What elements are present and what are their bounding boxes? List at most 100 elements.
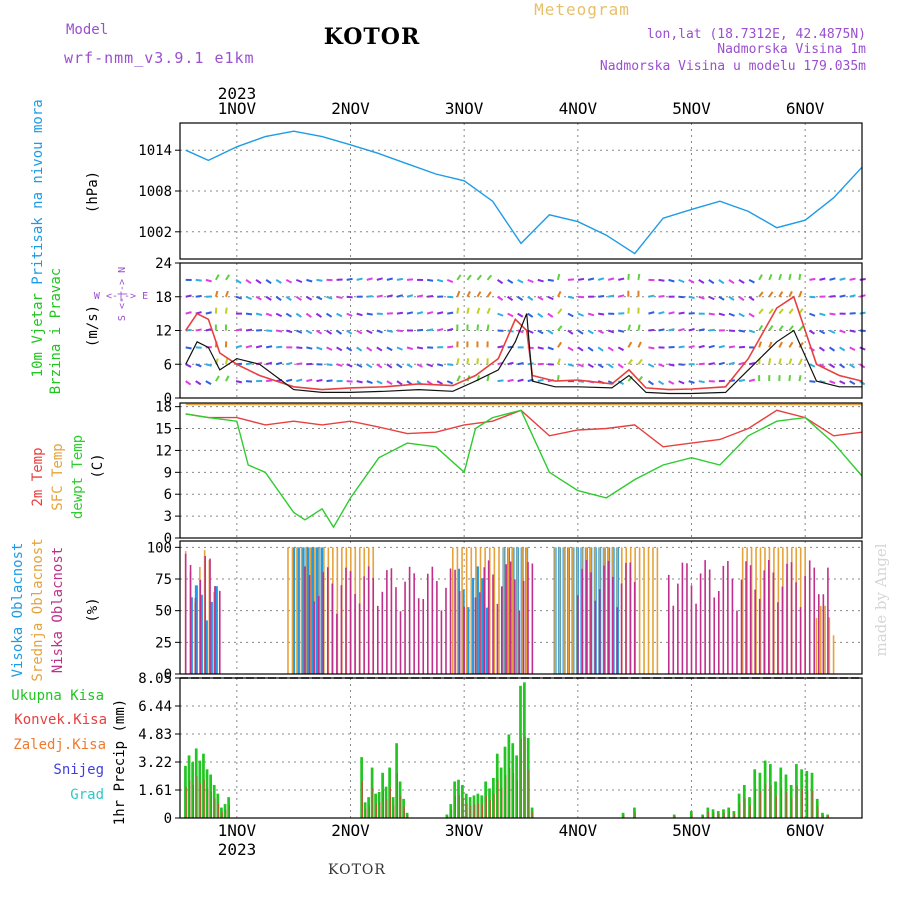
wind-arrow bbox=[798, 341, 804, 348]
wind-arrow bbox=[597, 346, 604, 352]
precip-bar-total bbox=[722, 809, 725, 818]
cloud_cover-frame bbox=[179, 540, 863, 675]
temp-unit: (C) bbox=[90, 453, 106, 478]
precip-bar-conv bbox=[466, 803, 468, 818]
wind-arrow bbox=[185, 363, 192, 368]
precip-bar-conv bbox=[458, 795, 460, 818]
wind-arrow bbox=[214, 274, 220, 281]
precip-bar-total bbox=[445, 814, 449, 818]
wind-arrow bbox=[396, 294, 404, 298]
panel-wind: 0 6 12 18 24 bbox=[155, 256, 866, 407]
precip-bar-conv bbox=[801, 788, 803, 818]
product-label: Meteogram bbox=[534, 0, 630, 19]
wind-arrow bbox=[788, 308, 794, 315]
wind-arrow bbox=[547, 295, 554, 301]
pressure-unit: (hPa) bbox=[85, 171, 101, 213]
wind-arrow bbox=[316, 346, 323, 351]
wind-arrow bbox=[547, 329, 554, 335]
precip-bar-conv bbox=[524, 736, 526, 818]
precip-bar-conv bbox=[775, 796, 777, 818]
precip-bar-total bbox=[701, 814, 704, 818]
wind-arrow bbox=[386, 363, 393, 369]
wind-arrow bbox=[306, 278, 313, 283]
wind-arrow bbox=[728, 312, 735, 317]
wind-arrow bbox=[305, 312, 312, 318]
temperature-ytick-label: 18 bbox=[155, 400, 172, 416]
wind-arrow bbox=[195, 328, 202, 332]
precip-bar-conv bbox=[501, 787, 503, 818]
wind-arrow bbox=[336, 346, 343, 352]
wind-arrow bbox=[356, 346, 363, 352]
wind-arrow bbox=[819, 363, 826, 369]
precip-bar-conv bbox=[796, 785, 798, 818]
precip-bar-total bbox=[774, 781, 777, 818]
wind-arrow bbox=[617, 363, 624, 369]
wind-arrow bbox=[718, 295, 725, 301]
x-tick-label-bottom: 3NOV bbox=[445, 821, 484, 840]
precip-bar-total bbox=[391, 797, 395, 818]
wind-arrow bbox=[668, 311, 675, 315]
temperature-ytick-label: 3 bbox=[164, 509, 172, 525]
precip-bar-conv bbox=[214, 798, 216, 818]
precip-bar-total bbox=[805, 771, 809, 818]
wind-arrow bbox=[618, 294, 625, 298]
wind-arrow bbox=[758, 324, 764, 332]
wind-arrow bbox=[346, 295, 353, 299]
wind-arrow bbox=[406, 311, 414, 315]
precip-bar-conv bbox=[812, 790, 814, 818]
wind-arrow bbox=[587, 346, 594, 352]
precip-bar-conv bbox=[708, 811, 710, 818]
wind-arrow bbox=[627, 324, 632, 331]
wind-ylabel-line2: Brzina i Pravac bbox=[48, 268, 64, 394]
watermark: made by Angel bbox=[872, 543, 890, 656]
wind-arrow bbox=[809, 363, 816, 368]
wind-arrow bbox=[205, 278, 212, 283]
wind-arrow bbox=[778, 325, 784, 332]
precip-bar-conv bbox=[454, 796, 456, 818]
wind-arrow bbox=[758, 274, 763, 281]
precip-bar-total bbox=[453, 781, 456, 818]
wind-arrow bbox=[416, 328, 424, 332]
x-tick-label-top: 6NOV bbox=[786, 99, 825, 118]
wind-arrow bbox=[788, 273, 792, 281]
precip-bar-total bbox=[472, 795, 476, 818]
precip-bar-total bbox=[449, 804, 453, 818]
wind-arrow bbox=[195, 294, 202, 298]
precip-bar-total bbox=[492, 778, 495, 818]
precip-bar-total bbox=[370, 767, 374, 818]
wind-arrow bbox=[245, 312, 253, 316]
precip-bar-total bbox=[476, 793, 480, 818]
wind-ylabel: 10m Vjetar Brzina i Pravac bbox=[30, 268, 64, 394]
wind-arrow bbox=[547, 278, 554, 282]
wind-arrow bbox=[466, 290, 471, 298]
wind-arrows bbox=[185, 273, 866, 386]
wind-arrow bbox=[708, 328, 715, 332]
precip-bar-total bbox=[526, 738, 530, 818]
precip-bar-total bbox=[742, 784, 746, 818]
precipitation-ytick-label: 6.44 bbox=[138, 699, 172, 715]
precip-bar-total bbox=[499, 767, 503, 818]
wind-arrow bbox=[366, 380, 373, 385]
wind-arrow bbox=[798, 325, 804, 332]
wind-arrow bbox=[476, 324, 480, 331]
precip-bar-conv bbox=[791, 798, 793, 818]
precip-bar-conv bbox=[447, 815, 449, 818]
wind-arrow bbox=[577, 380, 585, 383]
wind-arrow bbox=[346, 277, 353, 281]
wind-arrow bbox=[316, 295, 323, 301]
wind-arrow bbox=[245, 295, 252, 301]
panel-pressure: 1002 1008 1014 bbox=[138, 122, 863, 260]
wind-arrow bbox=[406, 363, 413, 369]
wind-arrow bbox=[849, 380, 856, 386]
wind-arrow bbox=[466, 307, 470, 314]
wind-arrow bbox=[738, 329, 746, 333]
wind-arrow bbox=[356, 312, 363, 317]
wind-arrow bbox=[386, 294, 393, 298]
wind-arrow bbox=[376, 363, 383, 369]
wind-arrow bbox=[577, 312, 584, 317]
wind-arrow bbox=[809, 380, 816, 383]
wind-arrow bbox=[587, 277, 595, 281]
wind-arrow bbox=[447, 363, 454, 366]
wind-arrow bbox=[296, 346, 303, 349]
precip-bar-total bbox=[402, 798, 405, 818]
